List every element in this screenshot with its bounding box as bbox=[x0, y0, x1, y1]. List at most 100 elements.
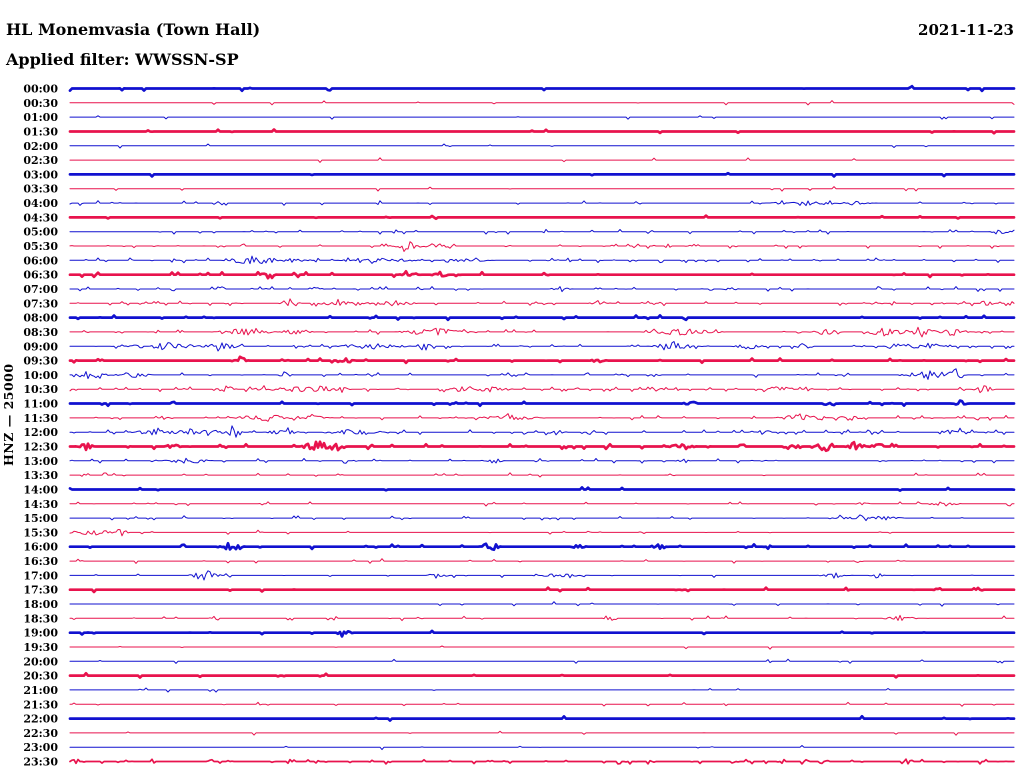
trace-row bbox=[68, 629, 1016, 638]
time-label: 10:00 bbox=[23, 369, 58, 382]
trace-row bbox=[69, 298, 1015, 307]
time-label: 13:00 bbox=[23, 455, 58, 468]
trace-row bbox=[68, 171, 1016, 178]
time-label: 13:30 bbox=[23, 469, 58, 482]
trace-row bbox=[68, 214, 1016, 221]
time-label: 11:30 bbox=[23, 412, 58, 425]
time-label: 22:00 bbox=[23, 713, 58, 726]
trace-row bbox=[69, 200, 1015, 207]
trace-row bbox=[69, 758, 1015, 765]
trace-row bbox=[69, 413, 1015, 422]
time-label: 15:00 bbox=[23, 512, 58, 525]
time-label: 17:00 bbox=[23, 569, 58, 582]
time-label: 15:30 bbox=[23, 526, 58, 539]
time-label: 09:00 bbox=[23, 340, 58, 353]
trace-row bbox=[69, 255, 1015, 265]
trace-row bbox=[69, 745, 1015, 751]
time-label: 11:00 bbox=[23, 398, 58, 411]
time-label: 07:30 bbox=[23, 297, 58, 310]
time-label: 08:00 bbox=[23, 312, 58, 325]
trace-row bbox=[69, 228, 1015, 235]
trace-row bbox=[69, 241, 1015, 252]
trace-row bbox=[69, 558, 1015, 564]
trace-row bbox=[69, 457, 1015, 464]
trace-row bbox=[68, 440, 1016, 453]
time-label: 05:30 bbox=[23, 240, 58, 253]
trace-row bbox=[69, 186, 1015, 192]
time-label: 17:30 bbox=[23, 584, 58, 597]
time-label: 20:00 bbox=[23, 655, 58, 668]
trace-row bbox=[69, 501, 1015, 507]
time-label: 01:00 bbox=[23, 111, 58, 124]
trace-row bbox=[69, 157, 1015, 163]
trace-row bbox=[68, 128, 1016, 135]
trace-row bbox=[68, 355, 1016, 365]
time-label: 03:30 bbox=[23, 183, 58, 196]
time-label: 05:00 bbox=[23, 226, 58, 239]
trace-row bbox=[68, 314, 1016, 322]
trace-row bbox=[68, 541, 1016, 552]
time-label: 08:30 bbox=[23, 326, 58, 339]
trace-row bbox=[68, 399, 1016, 408]
time-label: 19:00 bbox=[23, 627, 58, 640]
time-label: 09:30 bbox=[23, 355, 58, 368]
time-label: 14:00 bbox=[23, 484, 58, 497]
trace-row bbox=[69, 687, 1015, 693]
time-label: 10:30 bbox=[23, 383, 58, 396]
time-label: 12:30 bbox=[23, 441, 58, 454]
trace-row bbox=[68, 714, 1016, 722]
time-label: 18:00 bbox=[23, 598, 58, 611]
trace-row bbox=[69, 326, 1015, 338]
time-label: 21:00 bbox=[23, 684, 58, 697]
date-label: 2021-11-23 bbox=[918, 21, 1014, 39]
time-label: 04:00 bbox=[23, 197, 58, 210]
time-label: 06:00 bbox=[23, 254, 58, 267]
time-label: 00:00 bbox=[23, 83, 58, 96]
time-label: 02:30 bbox=[23, 154, 58, 167]
trace-row bbox=[69, 100, 1015, 106]
trace-row bbox=[69, 570, 1015, 581]
time-label: 16:30 bbox=[23, 555, 58, 568]
time-label: 21:30 bbox=[23, 698, 58, 711]
time-label: 07:00 bbox=[23, 283, 58, 296]
time-label: 02:00 bbox=[23, 140, 58, 153]
trace-row bbox=[69, 614, 1015, 622]
trace-row bbox=[69, 645, 1015, 650]
trace-row bbox=[69, 341, 1015, 352]
trace-row bbox=[68, 486, 1016, 492]
time-label: 06:30 bbox=[23, 269, 58, 282]
filter-label: Applied filter: WWSSN-SP bbox=[6, 50, 239, 69]
trace-row bbox=[69, 115, 1015, 120]
trace-row bbox=[69, 385, 1015, 394]
trace-row bbox=[68, 586, 1016, 594]
trace-row bbox=[69, 658, 1015, 664]
trace-row bbox=[68, 269, 1016, 280]
time-label: 18:30 bbox=[23, 612, 58, 625]
time-label: 00:30 bbox=[23, 97, 58, 110]
trace-row bbox=[69, 368, 1015, 380]
time-label: 16:00 bbox=[23, 541, 58, 554]
time-label: 12:00 bbox=[23, 426, 58, 439]
trace-row bbox=[69, 730, 1015, 736]
trace-row bbox=[68, 671, 1016, 679]
trace-row bbox=[69, 472, 1015, 478]
time-label: 04:30 bbox=[23, 211, 58, 224]
trace-row bbox=[69, 529, 1015, 537]
trace-row bbox=[68, 84, 1016, 93]
trace-row bbox=[69, 701, 1015, 707]
time-label: 23:30 bbox=[23, 756, 58, 769]
station-title: HL Monemvasia (Town Hall) bbox=[6, 20, 261, 39]
trace-row bbox=[69, 514, 1015, 522]
time-label: 19:30 bbox=[23, 641, 58, 654]
time-label: 20:30 bbox=[23, 670, 58, 683]
trace-row bbox=[69, 286, 1015, 293]
trace-row bbox=[69, 425, 1015, 438]
time-label: 01:30 bbox=[23, 126, 58, 139]
trace-row bbox=[69, 601, 1015, 607]
time-label: 23:00 bbox=[23, 741, 58, 754]
time-label: 03:00 bbox=[23, 168, 58, 181]
trace-row bbox=[69, 143, 1015, 149]
time-label: 14:30 bbox=[23, 498, 58, 511]
